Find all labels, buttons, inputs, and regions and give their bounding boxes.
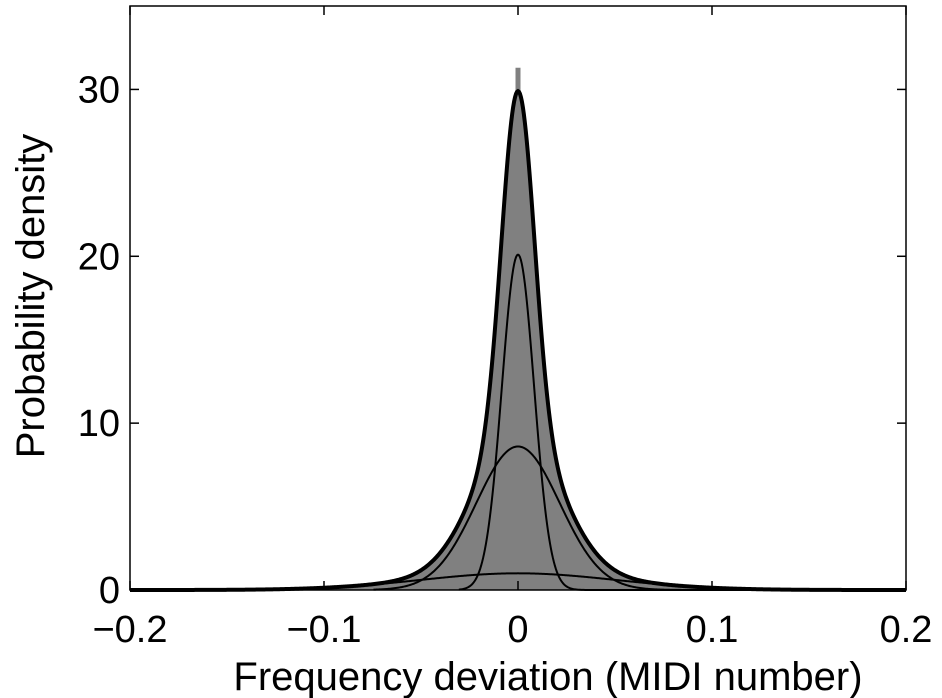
y-axis-label: Probability density [9,134,53,459]
axis-ticks: −0.2 −0.1 0 0.1 0.2 0 10 20 30 [78,6,933,651]
x-axis-label: Frequency deviation (MIDI number) [233,655,862,698]
y-tick-label: 0 [99,570,120,612]
x-tick-label: 0.1 [686,609,739,651]
histogram-peak-bar [515,67,521,96]
plot-area [130,67,906,592]
x-tick-label: −0.1 [286,609,361,651]
x-tick-label: 0 [507,609,528,651]
y-tick-label: 30 [78,69,120,111]
x-tick-label: −0.2 [92,609,167,651]
y-tick-label: 20 [78,236,120,278]
x-tick-label: 0.2 [880,609,933,651]
y-tick-label: 10 [78,403,120,445]
histogram-area [130,91,906,590]
